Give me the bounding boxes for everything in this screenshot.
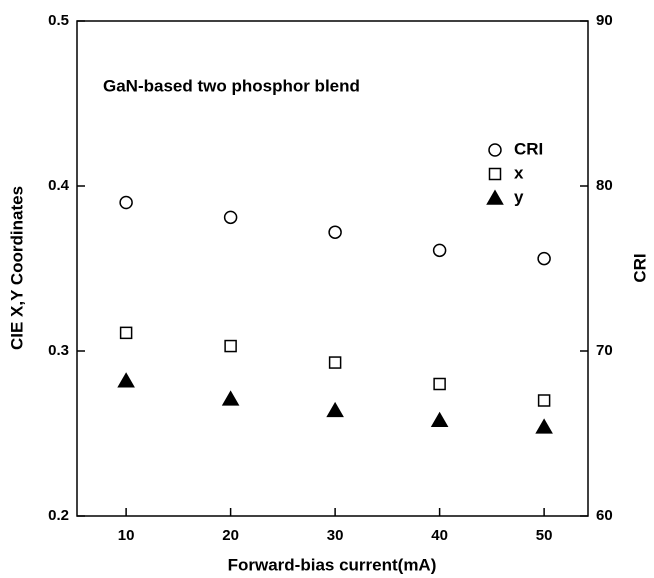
marker (328, 356, 342, 369)
marker (328, 225, 342, 239)
x-tick-label: 40 (431, 527, 448, 544)
y2-tick-label: 70 (596, 342, 613, 359)
y2-axis-label: CRI (630, 253, 649, 282)
marker (224, 339, 237, 353)
legend-marker (488, 143, 502, 157)
marker (537, 251, 551, 266)
y2-tick-label: 80 (596, 177, 613, 194)
y-tick-label: 0.4 (48, 177, 70, 194)
marker (119, 326, 133, 340)
x-tick-label: 30 (327, 527, 344, 544)
x-tick-label: 10 (118, 527, 135, 544)
y-axis-label: CIE X,Y Coordinates (7, 186, 26, 350)
legend-label: y (514, 187, 524, 206)
legend-marker (488, 167, 502, 181)
marker (119, 195, 133, 210)
marker (432, 243, 447, 258)
marker (326, 401, 344, 418)
legend-marker (486, 189, 504, 205)
annotation: GaN-based two phosphor blend (103, 76, 360, 95)
x-tick-label: 50 (536, 527, 553, 544)
marker (535, 418, 553, 434)
y2-tick-label: 90 (596, 12, 613, 29)
marker (430, 411, 449, 428)
x-axis-label: Forward-bias current(mA) (228, 555, 437, 574)
marker (537, 394, 551, 407)
marker (221, 390, 240, 406)
legend-label: x (514, 163, 524, 182)
y2-tick-label: 60 (596, 507, 613, 524)
y-tick-label: 0.3 (48, 342, 69, 359)
x-tick-label: 20 (222, 527, 239, 544)
marker (433, 377, 446, 391)
plot-frame (76, 20, 589, 517)
marker (223, 210, 238, 225)
y-tick-label: 0.2 (48, 507, 69, 524)
legend-label: CRI (514, 139, 543, 158)
y-tick-label: 0.5 (48, 12, 69, 29)
marker (117, 372, 135, 388)
